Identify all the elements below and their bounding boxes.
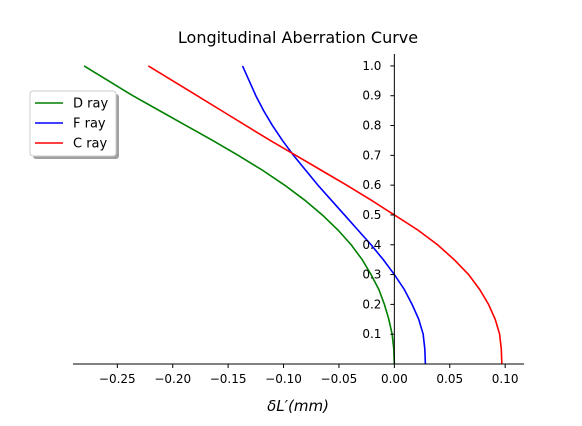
x-ticks: −0.25 −0.20 −0.15 −0.10 −0.05 0.00 0.05 0.10 — [99, 364, 519, 386]
x-tick-label: 0.00 — [381, 372, 408, 386]
x-tick-label: −0.25 — [99, 372, 136, 386]
y-tick-label: 0.9 — [362, 89, 381, 103]
y-ticks: 0.1 0.2 0.3 0.4 0.5 0.6 0.7 0.8 0.9 1.0 — [362, 59, 395, 341]
series-line-c-ray — [147, 65, 503, 365]
y-tick-label: 0.1 — [362, 327, 381, 341]
x-tick-label: −0.10 — [265, 372, 302, 386]
y-tick-label: 0.2 — [362, 297, 381, 311]
x-tick-label: −0.05 — [321, 372, 358, 386]
x-tick-label: −0.15 — [210, 372, 247, 386]
x-tick-label: 0.05 — [436, 372, 463, 386]
legend-label-d-ray: D ray — [73, 97, 108, 112]
x-axis-label: δL′(mm) — [267, 397, 329, 415]
series-line-f-ray — [241, 65, 427, 365]
legend-items: D ray F ray C ray — [35, 97, 108, 152]
y-tick-label: 0.6 — [362, 178, 381, 192]
plot-lines — [83, 65, 503, 365]
legend-frame — [29, 90, 117, 157]
x-tick-label: −0.20 — [154, 372, 191, 386]
series-line-d-ray — [83, 65, 396, 365]
legend-label-f-ray: F ray — [73, 117, 106, 132]
x-tick-label: 0.10 — [492, 372, 519, 386]
y-tick-label: 0.7 — [362, 148, 381, 162]
legend: D ray F ray C ray — [29, 90, 119, 159]
y-tick-label: 1.0 — [362, 59, 381, 73]
y-tick-label: 0.4 — [362, 238, 381, 252]
legend-label-c-ray: C ray — [73, 137, 108, 152]
y-tick-label: 0.5 — [362, 208, 381, 222]
y-tick-label: 0.3 — [362, 268, 381, 282]
chart-title: Longitudinal Aberration Curve — [178, 28, 418, 47]
y-tick-label: 0.8 — [362, 119, 381, 133]
